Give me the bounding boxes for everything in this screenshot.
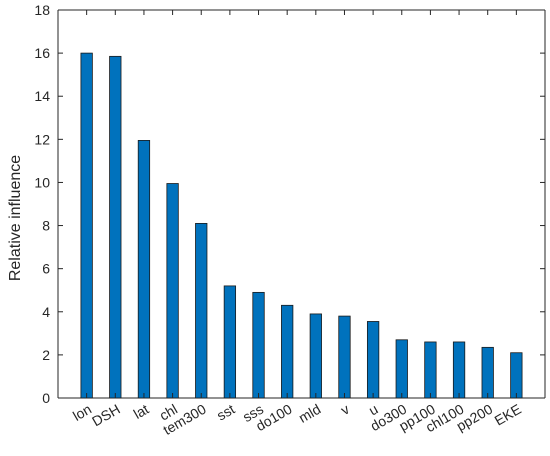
x-tick-label: EKE: [492, 401, 524, 429]
bar: [424, 341, 437, 399]
x-tick-label: DSH: [89, 401, 123, 430]
y-tick-label: 8: [42, 218, 50, 234]
bar: [338, 315, 351, 399]
bar: [309, 313, 322, 399]
x-tick-label: lat: [131, 401, 152, 422]
y-tick-label: 0: [42, 390, 50, 406]
x-tick-label: chl: [157, 401, 181, 424]
bar: [252, 291, 265, 399]
bar: [510, 352, 523, 399]
x-tick-label: mld: [296, 401, 324, 426]
bar: [395, 339, 408, 399]
bar: [481, 346, 494, 399]
bar: [366, 321, 380, 399]
y-tick-label: 12: [34, 131, 50, 147]
y-axis-label: Relative influence: [7, 155, 24, 281]
x-tick-label: sst: [214, 401, 238, 424]
x-tick-label: v: [338, 401, 352, 418]
bar: [223, 285, 237, 399]
y-tick-label: 6: [42, 261, 50, 277]
bar: [195, 222, 208, 399]
y-tick-label: 16: [34, 45, 50, 61]
bar: [80, 52, 93, 399]
y-tick-label: 2: [42, 347, 50, 363]
bar: [109, 55, 122, 399]
bar: [452, 341, 466, 399]
y-tick-label: 18: [34, 2, 50, 18]
bar: [137, 140, 151, 399]
y-tick-label: 14: [34, 88, 50, 104]
y-tick-label: 4: [42, 304, 50, 320]
x-tick-label: lon: [70, 401, 94, 424]
bar: [281, 304, 294, 399]
y-tick-label: 10: [34, 174, 50, 190]
bar: [166, 183, 179, 399]
